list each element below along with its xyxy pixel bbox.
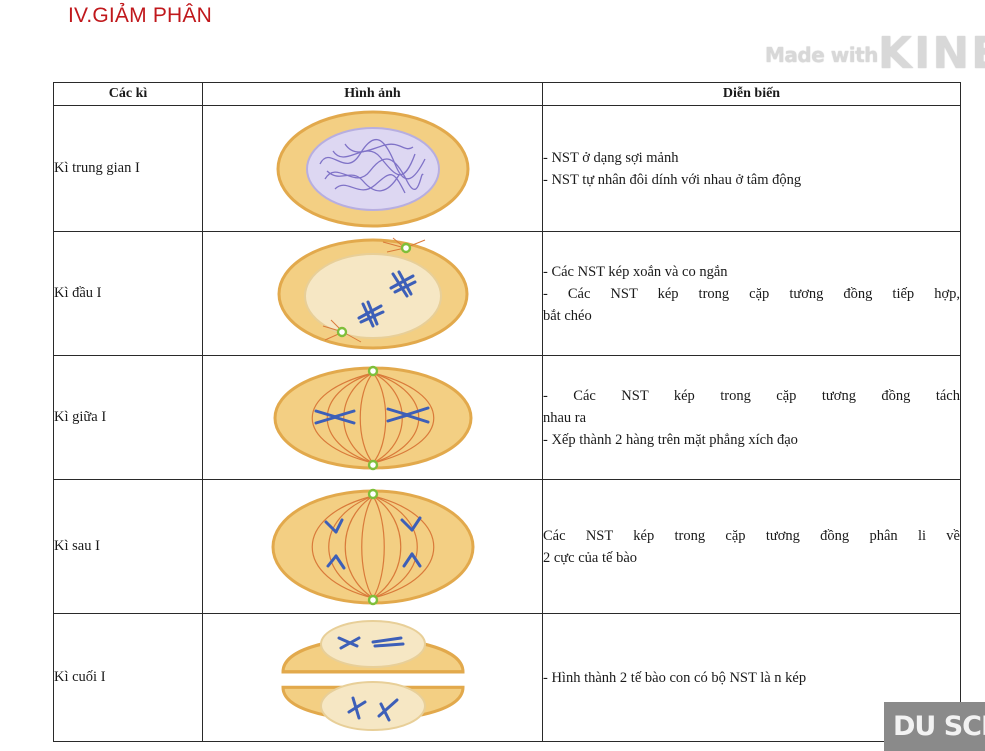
stage-name: Kì giữa I xyxy=(53,355,203,480)
anaphase-cell-icon xyxy=(271,488,474,605)
interphase-cell-icon xyxy=(276,110,469,227)
stage-description: - Các NST kép trong cặp tương đồng tách … xyxy=(542,355,961,480)
stage-image xyxy=(202,613,543,742)
stage-name: Kì cuối I xyxy=(53,613,203,742)
stage-description: - NST ở dạng sợi mảnh - NST tự nhân đôi … xyxy=(542,105,961,232)
metaphase-cell-icon xyxy=(273,365,472,470)
header-stage: Các kì xyxy=(53,82,203,106)
meiosis-table: Các kì Hình ảnh Diễn biến Kì trung gian … xyxy=(53,82,961,742)
prophase-cell-icon xyxy=(277,237,468,349)
stage-image xyxy=(202,105,543,232)
stage-description: - Hình thành 2 tế bào con có bộ NST là n… xyxy=(542,613,961,742)
table-row: Kì sau I xyxy=(53,479,961,614)
stage-image xyxy=(202,355,543,480)
stage-image xyxy=(202,231,543,356)
stage-description: - Các NST kép xoắn và co ngắn - Các NST … xyxy=(542,231,961,356)
stage-description: Các NST kép trong cặp tương đồng phân li… xyxy=(542,479,961,614)
du-recorder-badge: DU SCRE xyxy=(884,702,985,751)
stage-name: Kì đầu I xyxy=(53,231,203,356)
header-process: Diễn biến xyxy=(542,82,961,106)
header-image: Hình ảnh xyxy=(202,82,543,106)
page-title: IV.GIẢM PHÂN xyxy=(68,4,212,27)
table-row: Kì giữa I xyxy=(53,355,961,480)
stage-image xyxy=(202,479,543,614)
stage-name: Kì sau I xyxy=(53,479,203,614)
kinemaster-watermark: Made withKINE xyxy=(765,28,985,79)
table-header-row: Các kì Hình ảnh Diễn biến xyxy=(53,82,961,106)
stage-name: Kì trung gian I xyxy=(53,105,203,232)
table-row: Kì cuối I - Hình thành 2 tế bào con có b… xyxy=(53,613,961,742)
telophase-cells-icon xyxy=(280,619,465,731)
table-row: Kì trung gian I - NST ở dạng sợi mảnh - … xyxy=(53,105,961,232)
table-row: Kì đầu I xyxy=(53,231,961,356)
